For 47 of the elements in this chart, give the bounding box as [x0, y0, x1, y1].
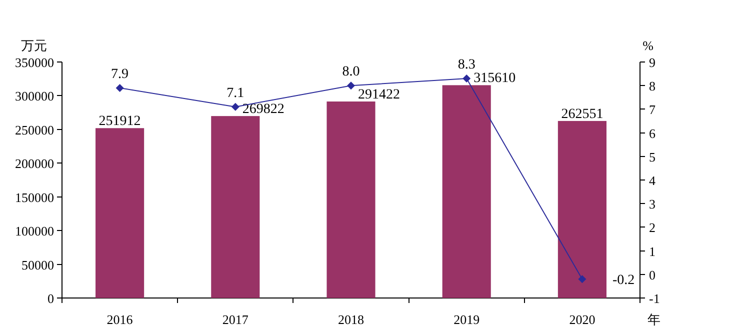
data-label: 8.3 [458, 58, 476, 73]
data-label: 251912 [98, 114, 141, 130]
y2-tick-label: 2 [649, 220, 656, 236]
bar [211, 116, 260, 298]
point [578, 275, 586, 284]
y2-tick-label: -1 [649, 291, 660, 306]
data-label: 315610 [474, 71, 516, 86]
y2-tick-label: 0 [649, 267, 656, 282]
y2-tick-label: 5 [649, 149, 656, 164]
x-tick-label: 2020 [569, 312, 596, 327]
bar [558, 120, 606, 298]
x-tick-label: 2016 [106, 312, 134, 327]
point [231, 102, 240, 111]
y-tick-label: 100000 [15, 224, 54, 239]
data-label: 269822 [242, 102, 284, 118]
data-label: 262551 [561, 106, 604, 122]
bar [326, 102, 376, 298]
y2-tick-label: 1 [649, 244, 656, 259]
y-tick-label: 200000 [15, 156, 54, 172]
bar [96, 128, 144, 298]
y2-axis-title: % [642, 38, 654, 53]
y-tick-label: 50000 [22, 257, 54, 272]
y-tick-label: 0 [48, 291, 54, 306]
x-tick-label: 2018 [338, 312, 364, 327]
y2-tick-label: 7 [649, 102, 656, 118]
y-tick-label: 350000 [15, 55, 54, 70]
x-tick-label: 2019 [454, 312, 480, 327]
point [347, 82, 355, 90]
y-tick-label: 300000 [15, 88, 54, 104]
y-tick-label: 250000 [15, 122, 54, 138]
point [116, 84, 124, 92]
y-axis-title: 万元 [21, 38, 47, 53]
y2-tick-label: 4 [649, 173, 656, 188]
data-label: -0.2 [612, 273, 635, 288]
y-tick-label: 150000 [15, 190, 54, 205]
y2-tick-label: 6 [649, 126, 656, 141]
data-label: 8.0 [342, 64, 360, 80]
x-tick-label: 2017 [222, 312, 249, 327]
data-label: 291422 [358, 88, 400, 102]
y2-tick-label: 9 [649, 55, 656, 70]
point [462, 74, 471, 83]
y2-tick-label: 3 [649, 196, 656, 212]
data-label: 7.1 [226, 86, 244, 101]
x-axis-title: 年 [648, 312, 660, 327]
bar [442, 85, 491, 298]
y2-tick-label: 8 [649, 78, 656, 94]
data-label: 7.9 [111, 66, 129, 82]
